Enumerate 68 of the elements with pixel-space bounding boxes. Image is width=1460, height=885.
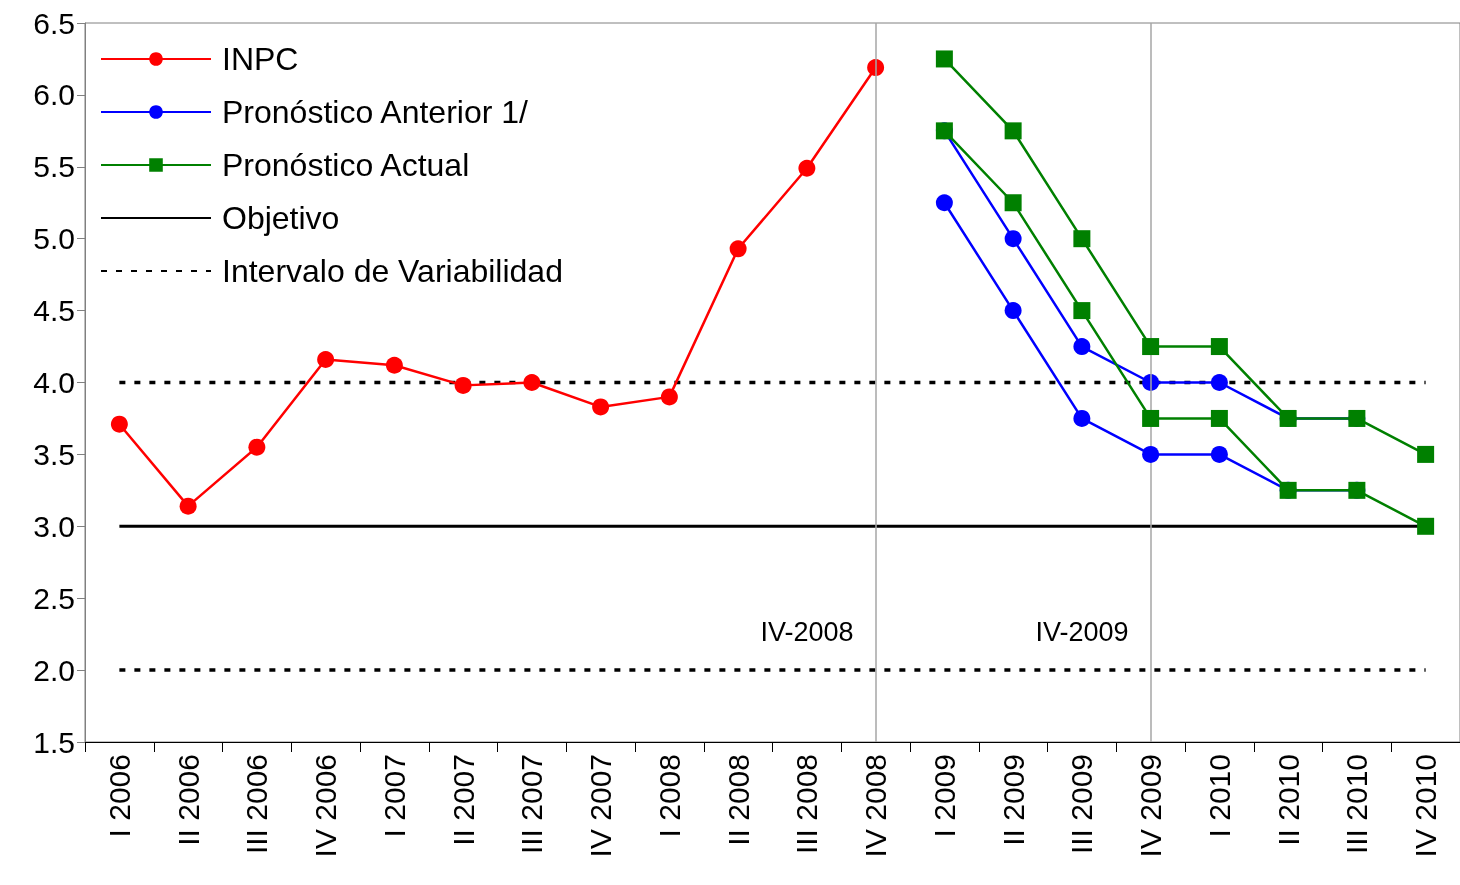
x-tick-label: III 2009 xyxy=(1065,754,1099,855)
point xyxy=(798,159,816,177)
x-tick-label: IV 2008 xyxy=(859,754,893,858)
x-tick-label: IV 2010 xyxy=(1409,754,1443,858)
x-tick-label: II 2009 xyxy=(996,754,1030,846)
x-tick-label: I 2008 xyxy=(652,754,686,838)
x-tick-label: I 2009 xyxy=(927,754,961,838)
y-tick-label: 5.5 xyxy=(33,150,75,184)
legend-label: Objetivo xyxy=(222,200,340,236)
point xyxy=(935,194,953,212)
y-tick-label: 4.0 xyxy=(33,366,75,399)
y-tick-label: 5.0 xyxy=(33,222,75,256)
x-tick-label: I 2006 xyxy=(102,754,136,838)
x-tick-label: III 2006 xyxy=(240,754,274,855)
y-tick-label: 4.5 xyxy=(33,294,75,328)
x-tick-label: IV 2006 xyxy=(309,754,343,858)
point xyxy=(317,351,335,368)
x-tick-label: II 2008 xyxy=(721,754,755,846)
legend-label: Intervalo de Variabilidad xyxy=(222,253,563,289)
point xyxy=(592,398,610,416)
point xyxy=(523,374,541,391)
point xyxy=(1073,338,1091,356)
y-tick-label: 1.5 xyxy=(33,725,75,759)
legend-label: Pronóstico Anterior 1/ xyxy=(222,94,529,130)
x-tick-label: II 2006 xyxy=(171,754,205,846)
point xyxy=(179,497,197,515)
point xyxy=(1142,409,1160,427)
point xyxy=(1004,194,1022,212)
point xyxy=(1073,230,1091,248)
x-tick-label: IV 2009 xyxy=(1134,754,1168,858)
x-tick-label: III 2007 xyxy=(515,754,549,855)
y-tick-label: 6.0 xyxy=(33,78,75,112)
point xyxy=(1417,445,1435,463)
point xyxy=(1142,338,1160,356)
y-tick-label: 2.5 xyxy=(33,581,75,615)
x-tick-label: II 2010 xyxy=(1271,754,1305,846)
point xyxy=(248,438,266,456)
y-tick-label: 2.0 xyxy=(33,653,75,687)
x-tick-label: I 2010 xyxy=(1202,754,1236,838)
y-tick-label: 3.5 xyxy=(33,437,75,471)
point xyxy=(1417,517,1435,535)
x-tick-label: I 2007 xyxy=(377,754,411,838)
x-tick-label: II 2007 xyxy=(446,754,480,846)
point xyxy=(454,376,472,394)
y-tick-label: 6.5 xyxy=(33,6,75,40)
y-tick-label: 3.0 xyxy=(33,509,75,543)
point xyxy=(660,388,678,406)
legend-label: INPC xyxy=(222,41,299,77)
x-tick-label: III 2008 xyxy=(790,754,824,855)
point xyxy=(935,50,953,68)
point xyxy=(110,415,128,433)
point xyxy=(1210,409,1228,427)
point xyxy=(1073,409,1091,427)
point xyxy=(1210,374,1228,391)
ref-line-label: IV-2009 xyxy=(1035,617,1129,647)
point xyxy=(385,356,403,374)
x-tick-label: IV 2007 xyxy=(584,754,618,858)
ref-line-label: IV-2008 xyxy=(760,617,854,647)
legend-label: Pronóstico Actual xyxy=(222,147,470,183)
point xyxy=(729,240,747,258)
point xyxy=(1004,302,1022,320)
point xyxy=(1210,445,1228,463)
point xyxy=(1004,230,1022,248)
point xyxy=(1142,445,1160,463)
point xyxy=(1210,338,1228,356)
point xyxy=(1004,122,1022,140)
point xyxy=(1073,302,1091,320)
x-tick-label: III 2010 xyxy=(1340,754,1374,855)
